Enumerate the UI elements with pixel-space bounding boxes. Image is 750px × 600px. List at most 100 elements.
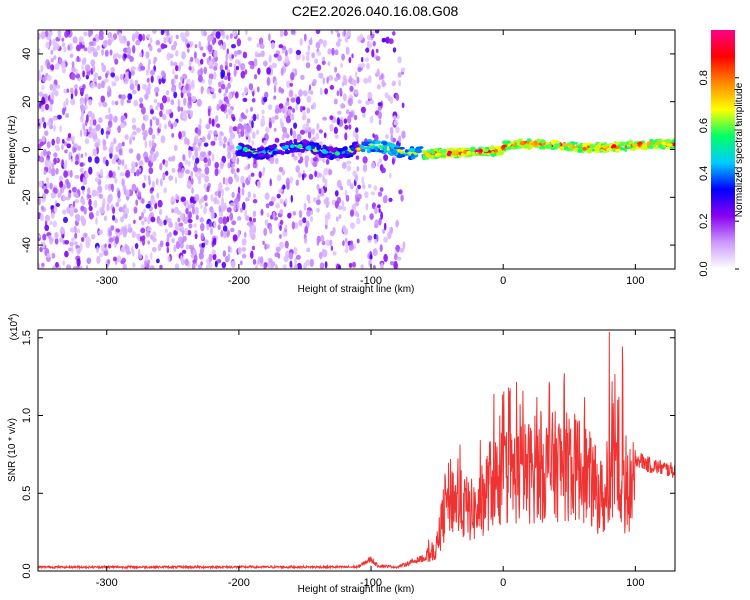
spectrogram-noise-cell bbox=[103, 139, 107, 147]
spectrogram-noise-cell bbox=[64, 149, 68, 154]
spectrogram-noise-cell bbox=[114, 75, 120, 82]
spectrogram-noise-cell bbox=[342, 240, 345, 247]
spectrogram-noise-cell bbox=[362, 164, 368, 173]
spectrogram-noise-cell bbox=[148, 44, 153, 52]
spectrogram-signal-cell bbox=[344, 150, 349, 154]
spectrogram-noise-cell bbox=[40, 241, 46, 249]
spectrogram-ytick-label: -20 bbox=[21, 189, 33, 205]
spectrogram-noise-cell bbox=[252, 131, 256, 139]
spectrogram-noise-cell bbox=[136, 169, 140, 177]
spectrogram-noise-cell bbox=[288, 47, 293, 55]
spectrogram-noise-cell bbox=[200, 86, 204, 95]
spectrogram-signal-cell bbox=[582, 146, 587, 151]
spectrogram-noise-cell bbox=[395, 219, 399, 228]
spectrogram-noise-cell bbox=[142, 182, 146, 189]
spectrogram-noise-cell bbox=[325, 197, 330, 202]
spectrogram-noise-cell bbox=[38, 180, 43, 188]
spectrogram-noise-cell bbox=[308, 173, 314, 180]
spectrogram-noise-cell bbox=[154, 202, 158, 210]
spectrogram-noise-cell bbox=[115, 228, 121, 233]
spectrogram-noise-cell bbox=[317, 172, 323, 178]
spectrogram-noise-cell bbox=[293, 264, 298, 269]
spectrogram-signal-cell bbox=[374, 140, 382, 145]
spectrogram-noise-cell bbox=[305, 51, 311, 56]
spectrogram-noise-cell bbox=[158, 122, 162, 130]
spectrogram-noise-cell bbox=[242, 114, 248, 120]
spectrogram-noise-cell bbox=[46, 75, 52, 81]
spectrogram-noise-cell bbox=[151, 30, 157, 35]
spectrogram-noise-cell bbox=[46, 141, 51, 149]
spectrogram-noise-cell bbox=[171, 44, 176, 51]
spectrogram-noise-cell bbox=[146, 33, 151, 39]
spectrogram-noise-cell bbox=[157, 48, 162, 53]
spectrogram-signal-cell bbox=[290, 144, 295, 149]
spectrogram-noise-cell bbox=[41, 85, 45, 90]
spectrogram-noise-cell bbox=[194, 230, 198, 235]
colorbar-tick-label: 0.6 bbox=[698, 118, 710, 133]
spectrogram-noise-cell bbox=[379, 187, 384, 192]
spectrogram-noise-cell bbox=[266, 244, 270, 249]
spectrogram-noise-cell bbox=[148, 127, 153, 136]
spectrogram-noise-cell bbox=[252, 217, 256, 223]
spectrogram-noise-cell bbox=[296, 254, 301, 260]
spectrogram-noise-cell bbox=[108, 243, 112, 249]
spectrogram-noise-cell bbox=[220, 104, 226, 112]
spectrogram-noise-cell bbox=[305, 55, 310, 62]
spectrogram-noise-cell bbox=[151, 246, 157, 253]
spectrogram-noise-cell bbox=[170, 60, 173, 67]
spectrogram-noise-cell bbox=[275, 202, 281, 209]
spectrogram-noise-cell bbox=[111, 81, 117, 87]
spectrogram-noise-cell bbox=[397, 256, 402, 261]
spectrogram-noise-cell bbox=[89, 30, 93, 36]
spectrogram-noise-cell bbox=[181, 235, 187, 242]
spectrogram-noise-cell bbox=[282, 264, 287, 269]
spectrogram-noise-cell bbox=[107, 31, 113, 39]
spectrogram-noise-cell bbox=[221, 205, 228, 210]
spectrogram-signal-cell bbox=[240, 152, 247, 157]
spectrogram-noise-cell bbox=[227, 162, 231, 169]
spectrogram-noise-cell bbox=[354, 210, 359, 217]
spectrogram-noise-cell bbox=[162, 114, 167, 121]
snr-panel: -300 -200 -100 0 100 0.0 0.5 1.0 1.5 Height of s… bbox=[7, 314, 676, 595]
spectrogram-noise-cell bbox=[218, 182, 223, 191]
spectrogram-noise-cell bbox=[75, 228, 81, 234]
spectrogram-noise-cell bbox=[244, 69, 248, 75]
spectrogram-signal-cell bbox=[576, 144, 583, 148]
spectrogram-noise-cell bbox=[173, 91, 178, 99]
spectrogram-noise-cell bbox=[342, 93, 347, 102]
spectrogram-noise-cell bbox=[329, 124, 334, 132]
spectrogram-noise-cell bbox=[102, 145, 108, 151]
spectrogram-noise-cell bbox=[80, 153, 84, 159]
spectrogram-noise-cell bbox=[233, 204, 237, 211]
spectrogram-noise-cell bbox=[114, 58, 119, 65]
spectrogram-noise-cell bbox=[208, 221, 213, 228]
spectrogram-noise-cell bbox=[42, 148, 47, 157]
spectrogram-noise-cell bbox=[155, 178, 159, 186]
spectrogram-noise-cell bbox=[228, 125, 233, 134]
spectrogram-noise-cell bbox=[241, 187, 245, 196]
spectrogram-noise-cell bbox=[207, 130, 213, 135]
spectrogram-noise-cell bbox=[70, 98, 76, 106]
spectrogram-signal-cell bbox=[300, 148, 305, 153]
spectrogram-noise-cell bbox=[132, 45, 136, 54]
spectrogram-noise-cell bbox=[290, 72, 295, 81]
spectrogram-noise-cell bbox=[88, 126, 93, 135]
spectrogram-noise-cell bbox=[94, 142, 100, 148]
spectrogram-signal-cell bbox=[272, 150, 276, 156]
spectrogram-noise-cell bbox=[151, 134, 156, 140]
spectrogram-signal-cell bbox=[408, 148, 416, 153]
spectrogram-noise-cell bbox=[226, 72, 231, 77]
spectrogram-noise-cell bbox=[191, 187, 194, 194]
spectrogram-noise-cell bbox=[238, 60, 241, 67]
spectrogram-noise-cell bbox=[144, 93, 149, 100]
spectrogram-signal-cell bbox=[517, 144, 522, 149]
spectrogram-noise-cell bbox=[393, 120, 399, 126]
spectrogram-noise-cell bbox=[221, 30, 225, 37]
spectrogram-noise-cell bbox=[50, 64, 55, 71]
spectrogram-noise-cell bbox=[249, 216, 252, 222]
spectrogram-noise-cell bbox=[348, 124, 352, 130]
spectrogram-noise-cell bbox=[159, 208, 163, 216]
spectrogram-noise-cell bbox=[318, 72, 324, 79]
spectrogram-noise-cell bbox=[348, 77, 352, 83]
spectrogram-noise-cell bbox=[127, 223, 132, 230]
